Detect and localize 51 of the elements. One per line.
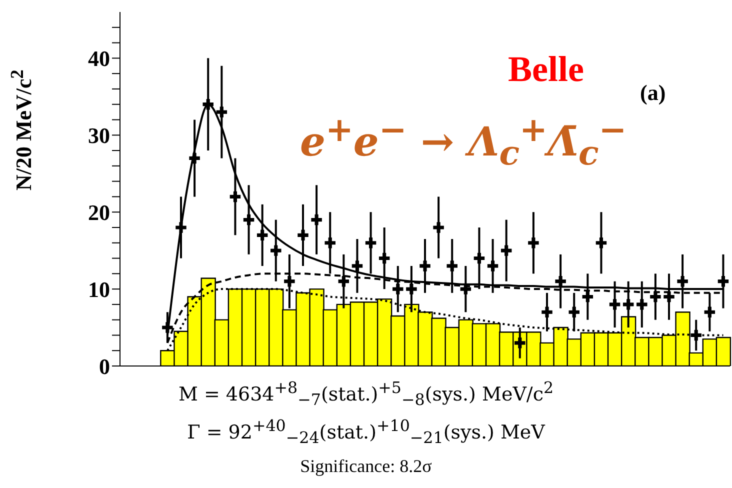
text: Significance: 8.2σ: [299, 456, 433, 477]
text: Γ = 92$^{+40}$$_{−24}$(stat.)$^{+10}$$_{−21}$(sys.) MeV: [186, 416, 546, 448]
point: [338, 276, 350, 287]
y-tick-label: 10: [88, 276, 110, 302]
point: [270, 245, 282, 256]
point: [202, 98, 214, 110]
point: [420, 260, 430, 272]
point: [284, 276, 295, 287]
point: [609, 299, 620, 310]
y-tick-label: 0: [99, 354, 110, 379]
y-tick-label: 20: [88, 200, 110, 225]
point: [677, 276, 688, 287]
point: [460, 284, 472, 294]
point: [230, 191, 241, 202]
point: [392, 284, 404, 294]
point: [596, 238, 607, 248]
point: [365, 238, 376, 248]
point: [189, 152, 200, 164]
point: [256, 230, 268, 241]
point: [542, 306, 552, 318]
point: [433, 222, 444, 233]
point: [446, 260, 458, 272]
point: [622, 299, 634, 310]
point: [487, 260, 498, 272]
point: [162, 322, 173, 333]
point: [176, 222, 186, 233]
point: [378, 252, 390, 264]
point: [718, 276, 729, 287]
point: [555, 276, 566, 287]
point: [582, 291, 594, 302]
point: [298, 230, 308, 241]
point: [500, 245, 512, 256]
point: [664, 291, 674, 302]
y-tick-label: 40: [88, 46, 110, 71]
point: [528, 238, 539, 248]
point: [311, 214, 322, 226]
annotation: Belle: [508, 48, 584, 90]
point: [690, 330, 702, 341]
point: [474, 252, 485, 264]
point: [568, 306, 580, 318]
point: [243, 214, 254, 226]
point: [636, 299, 648, 310]
point: [352, 260, 363, 272]
point: [406, 284, 417, 294]
point: [650, 291, 661, 302]
point: [324, 238, 336, 248]
point: [704, 306, 716, 318]
y-tick-label: 30: [88, 122, 110, 148]
annotation: (a): [640, 80, 666, 106]
text: M = 4634$^{+8}$$_{−7}$(stat.)$^{+5}$$_{−8}$(sys.) MeV/c$^{2}$: [177, 378, 555, 410]
point: [216, 106, 228, 118]
